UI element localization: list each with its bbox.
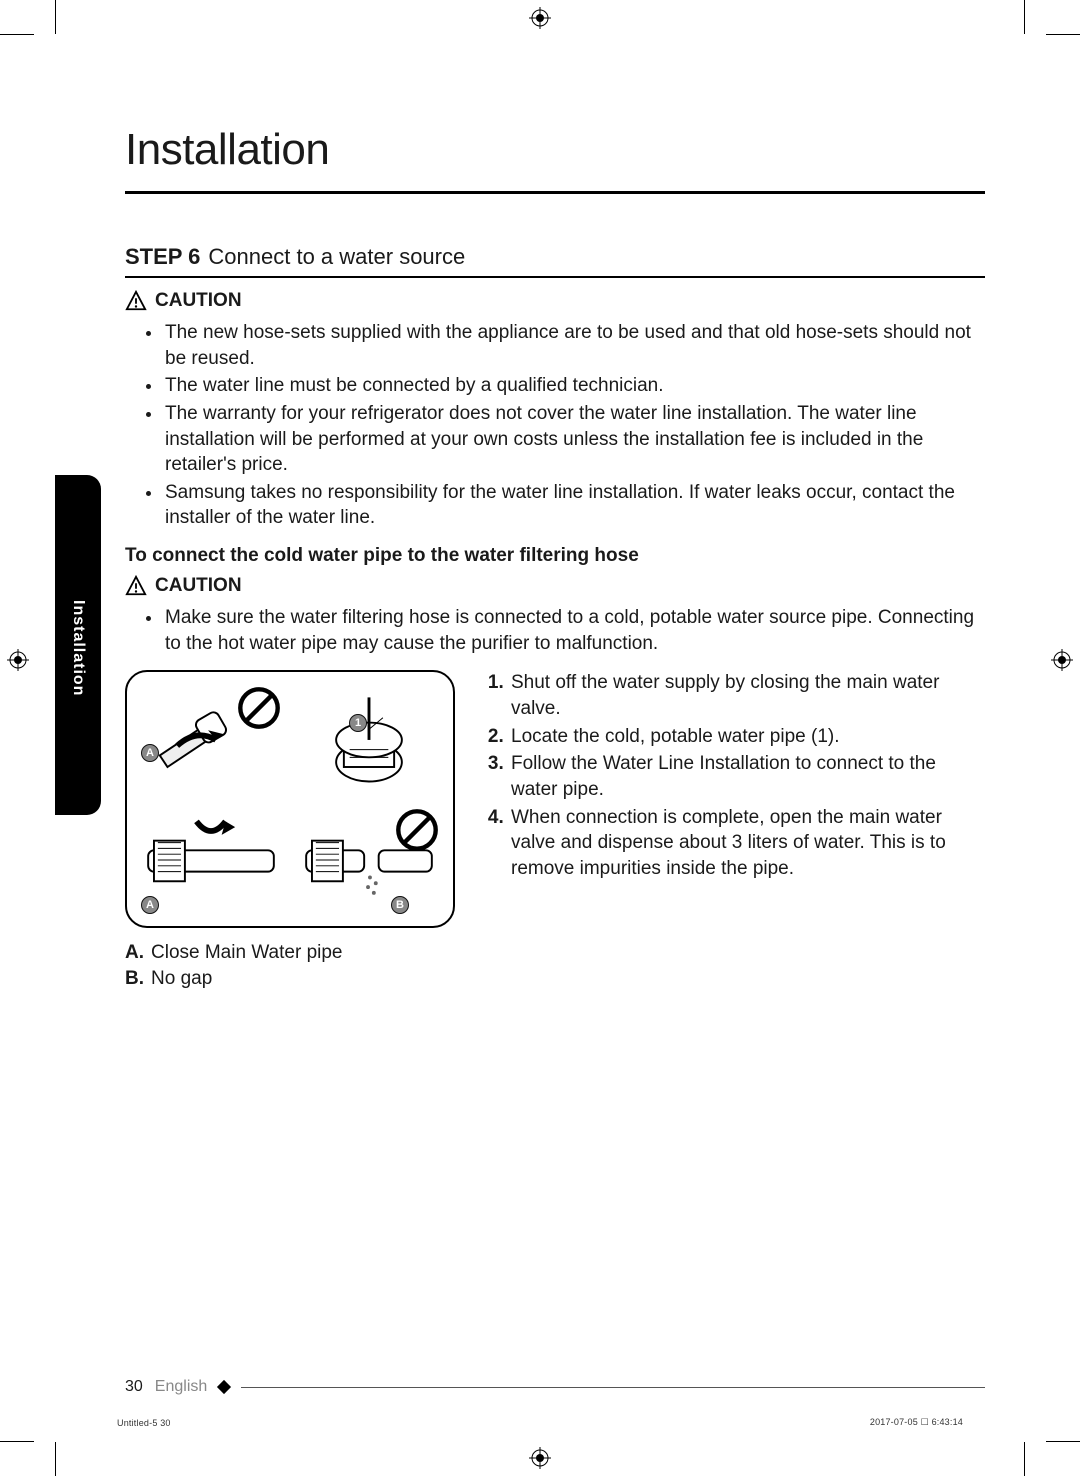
diagram-panel-2: 1: [293, 680, 445, 796]
registration-mark-icon: [1051, 649, 1073, 671]
step-text-ref: water pipe (1): [718, 726, 834, 747]
crop-line: [1046, 34, 1080, 35]
legend-item: A.Close Main Water pipe: [125, 940, 455, 966]
page-number: 30: [125, 1378, 143, 1396]
bullet-item: The water line must be connected by a qu…: [163, 373, 985, 399]
legend-text: No gap: [151, 966, 212, 992]
diagram-panel-1: A: [135, 680, 287, 796]
prohibit-icon: [237, 686, 281, 730]
bullet-item: The new hose-sets supplied with the appl…: [163, 320, 985, 371]
bullet-item: Samsung takes no responsibility for the …: [163, 480, 985, 531]
steps-column: Shut off the water supply by closing the…: [485, 670, 985, 991]
registration-mark-icon: [529, 7, 551, 29]
step-item: When connection is complete, open the ma…: [509, 805, 985, 882]
subheading: To connect the cold water pipe to the wa…: [125, 545, 985, 567]
step-item: Shut off the water supply by closing the…: [509, 670, 985, 721]
prohibit-icon: [395, 808, 439, 852]
page-title: Installation: [125, 125, 985, 194]
caution-label: CAUTION: [155, 575, 242, 597]
bullet-item: The warranty for your refrigerator does …: [163, 401, 985, 478]
step-text: .: [834, 726, 839, 747]
page-language: English: [155, 1378, 207, 1396]
step-heading: STEP 6 Connect to a water source: [125, 244, 985, 278]
step-text: Locate the cold, potable: [511, 726, 718, 747]
compression-nut-illustration: [293, 680, 445, 796]
diagram-box: A 1: [125, 670, 455, 928]
caution-heading: CAUTION: [125, 575, 985, 597]
caution-icon: [125, 290, 147, 312]
side-tab-label: Installation: [69, 594, 87, 696]
crop-line: [55, 1442, 56, 1476]
diagram-column: A 1: [125, 670, 455, 991]
crop-line: [0, 34, 34, 35]
legend-label: B.: [125, 966, 145, 992]
crop-line: [55, 0, 56, 34]
legend-item: B.No gap: [125, 966, 455, 992]
page-frame: Installation Installation STEP 6 Connect…: [55, 30, 1025, 1446]
page-footer: 30 English: [125, 1378, 985, 1396]
caution-heading: CAUTION: [125, 290, 985, 312]
crop-line: [1046, 1441, 1080, 1442]
step-title: Connect to a water source: [208, 244, 465, 270]
crop-line: [1024, 0, 1025, 34]
caution-label: CAUTION: [155, 290, 242, 312]
registration-mark-icon: [7, 649, 29, 671]
diagram-legend: A.Close Main Water pipe B.No gap: [125, 940, 455, 991]
diagram-panel-3: A: [135, 802, 287, 918]
diamond-icon: [217, 1380, 231, 1394]
numbered-steps: Shut off the water supply by closing the…: [485, 670, 985, 881]
footer-timestamp: 2017-07-05 ☐ 6:43:14: [870, 1417, 963, 1428]
step-item: Locate the cold, potable water pipe (1).: [509, 724, 985, 750]
footer-rule: [241, 1387, 985, 1388]
caution-bullets: The new hose-sets supplied with the appl…: [125, 320, 985, 531]
section-side-tab: Installation: [55, 475, 101, 815]
page-content: Installation STEP 6 Connect to a water s…: [125, 125, 985, 992]
diagram-panel-4: B: [293, 802, 445, 918]
caution-icon: [125, 575, 147, 597]
two-column-section: A 1: [125, 670, 985, 991]
legend-text: Close Main Water pipe: [151, 940, 342, 966]
crop-line: [0, 1441, 34, 1442]
bullet-item: Make sure the water filtering hose is co…: [163, 605, 985, 656]
step-number: STEP 6: [125, 244, 200, 270]
legend-label: A.: [125, 940, 145, 966]
registration-mark-icon: [529, 1447, 551, 1469]
caution-bullets: Make sure the water filtering hose is co…: [125, 605, 985, 656]
step-item: Follow the Water Line Installation to co…: [509, 751, 985, 802]
footer-doc-id: Untitled-5 30: [117, 1418, 171, 1428]
crop-line: [1024, 1442, 1025, 1476]
